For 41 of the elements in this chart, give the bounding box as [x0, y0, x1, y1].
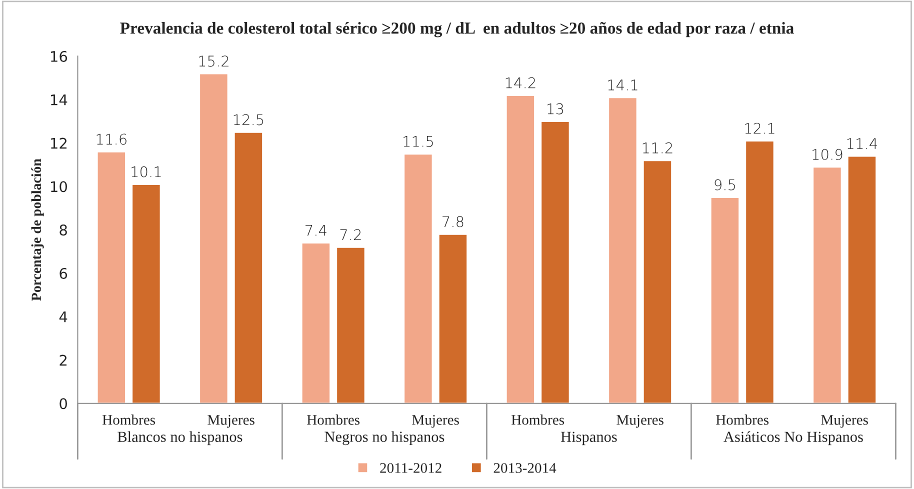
data-label: 12.5: [234, 114, 264, 126]
y-tick-label: 0: [60, 398, 67, 410]
legend-label: 2013-2014: [494, 463, 556, 473]
text: Hispanos: [560, 432, 617, 446]
x-tick-label: Mujeres: [616, 415, 664, 428]
y-axis-title: Porcentaje de población: [31, 158, 44, 301]
x-tick-label: Mujeres: [412, 415, 459, 428]
data-label: 12.1: [745, 122, 774, 134]
legend-label: 2011-2012: [380, 463, 442, 473]
x-tick-label: Hombres: [716, 414, 769, 425]
text: Negros no hispanos: [324, 431, 444, 446]
text: Blancos no hispanos: [118, 431, 242, 446]
x-tick-label: Hombres: [102, 414, 156, 425]
y-tick-label: 6: [60, 268, 68, 279]
data-label: 11.6: [96, 134, 126, 145]
data-label: 7.2: [340, 229, 361, 240]
data-label: 13: [548, 103, 563, 114]
x-tick-label: Mujeres: [208, 415, 254, 428]
y-tick-label: 8: [60, 224, 67, 236]
y-tick-label: 12: [51, 138, 67, 149]
data-label: 11.4: [847, 138, 878, 149]
x-tick-label: Mujeres: [821, 415, 868, 428]
chart-title: Prevalencia de colesterol total sérico ≥200 mg / dL en adultos ≥20 años de edad por raza / etnia: [120, 22, 794, 38]
y-tick-label: 14: [51, 94, 68, 106]
x-tick-label: Hombres: [512, 414, 564, 425]
data-label: 14.2: [506, 77, 536, 88]
text: Asiáticos No Hispanos: [724, 431, 863, 446]
data-label: 7.4: [306, 225, 326, 236]
data-label: 14.1: [608, 80, 638, 90]
data-label: 11.2: [642, 142, 672, 154]
data-label: 10.9: [812, 148, 842, 160]
y-tick-label: 4: [59, 312, 68, 322]
data-label: 11.5: [404, 136, 433, 147]
y-tick-label: 16: [51, 50, 68, 62]
y-tick-label: 10: [51, 181, 67, 192]
data-label: 10.1: [132, 166, 161, 178]
y-tick-label: 2: [60, 354, 67, 366]
data-label: 9.5: [714, 179, 735, 190]
x-tick-label: Hombres: [307, 414, 360, 425]
data-label: 15.2: [199, 56, 228, 67]
data-label: 7.8: [442, 216, 464, 228]
